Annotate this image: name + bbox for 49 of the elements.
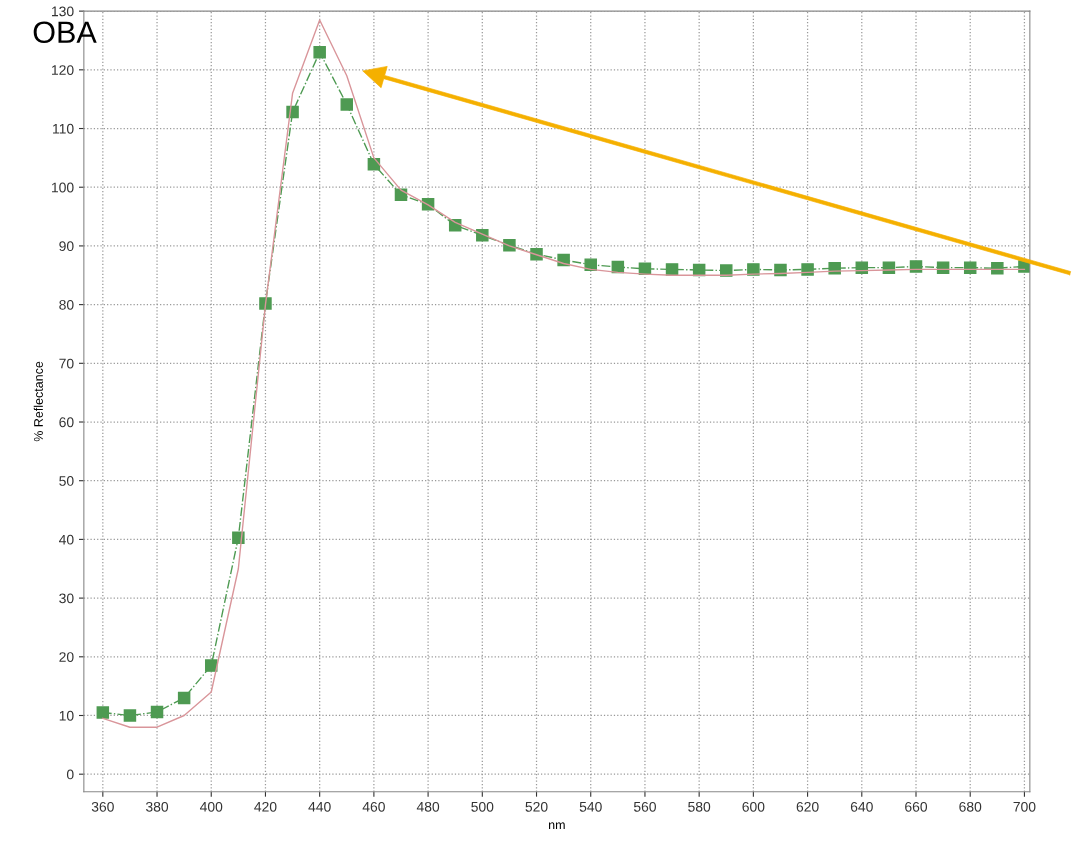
x-tick-label: 660 <box>905 801 928 812</box>
y-tick-label: 80 <box>59 299 74 310</box>
point <box>665 263 679 276</box>
x-tick-label: 420 <box>254 801 277 812</box>
point <box>204 659 218 672</box>
y-tick-label: 100 <box>52 182 74 193</box>
x-tick-label: 380 <box>145 801 169 812</box>
y-tick-label: 40 <box>59 534 74 545</box>
y-tick-label: 60 <box>59 417 74 428</box>
x-tick-label: 560 <box>633 801 656 812</box>
point <box>150 705 164 719</box>
y-tick-label: 120 <box>52 65 74 75</box>
y-tick-label: 30 <box>59 593 74 604</box>
point <box>855 261 869 274</box>
x-tick-label: 400 <box>199 801 223 812</box>
y-tick-label: 0 <box>66 769 74 780</box>
y-tick-label: 70 <box>59 358 74 369</box>
x-tick-label: 460 <box>362 801 385 812</box>
y-tick-label: 110 <box>53 123 74 134</box>
annotation: OBA <box>33 21 97 44</box>
y-tick-label: 10 <box>59 710 74 721</box>
x-tick-label: 640 <box>850 801 873 812</box>
point <box>340 98 354 111</box>
point <box>584 258 597 271</box>
point <box>991 261 1004 275</box>
x-tick-label: 580 <box>688 801 711 812</box>
y-tick-label: 90 <box>59 241 74 252</box>
point <box>909 260 923 273</box>
x-axis-title: nm <box>549 822 565 830</box>
point <box>96 706 110 719</box>
point <box>313 45 326 59</box>
x-tick-label: 600 <box>742 801 765 812</box>
x-tick-label: 480 <box>416 801 440 812</box>
y-tick-label: 130 <box>52 6 74 17</box>
point <box>177 691 191 705</box>
y-tick-label: 20 <box>59 652 74 662</box>
x-tick-label: 620 <box>796 801 819 812</box>
x-tick-label: 520 <box>525 801 548 812</box>
point <box>123 709 137 722</box>
x-tick-label: 540 <box>579 801 602 812</box>
x-tick-label: 500 <box>471 801 494 812</box>
x-tick-label: 440 <box>308 801 331 812</box>
point <box>367 158 381 171</box>
x-tick-label: 680 <box>959 801 982 812</box>
x-tick-label: 700 <box>1013 801 1036 812</box>
point <box>774 263 787 277</box>
y-tick-label: 50 <box>59 476 74 486</box>
y-axis-title: % Reflectance <box>33 361 43 442</box>
x-tick-label: 360 <box>91 801 114 812</box>
